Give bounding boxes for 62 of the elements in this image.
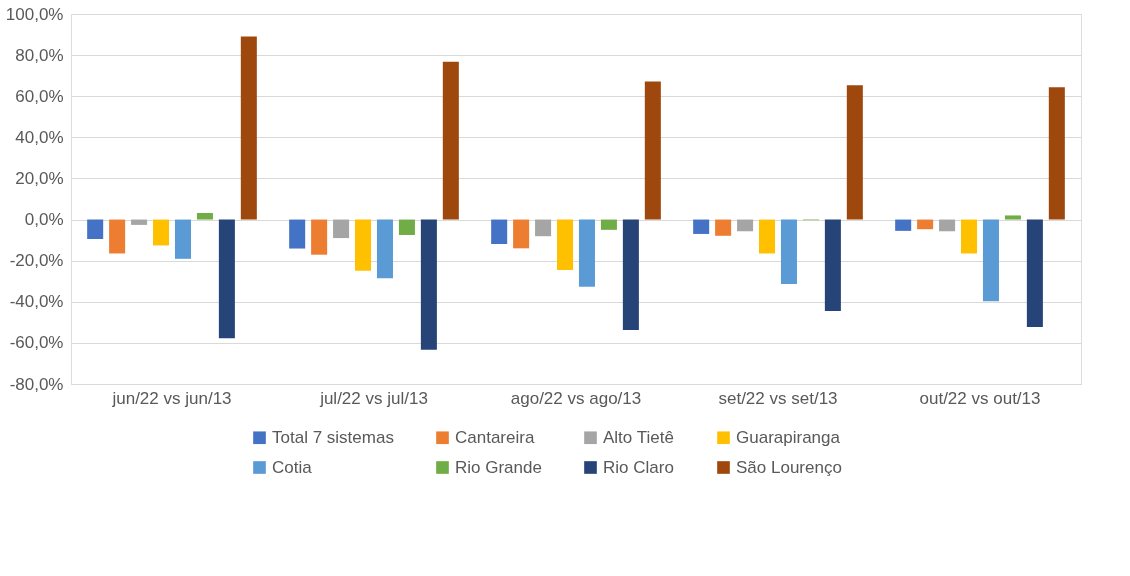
- x-tick-label: jul/22 vs jul/13: [319, 388, 428, 408]
- bar: [846, 85, 863, 220]
- y-tick-label: 100,0%: [5, 4, 64, 24]
- y-tick-label: 40,0%: [15, 127, 64, 147]
- bar: [131, 219, 148, 225]
- x-tick-label: jun/22 vs jun/13: [111, 388, 232, 408]
- bar: [622, 219, 639, 330]
- bar: [939, 219, 956, 232]
- bar: [442, 61, 459, 220]
- bar: [737, 219, 754, 232]
- legend-label: Total 7 sistemas: [272, 427, 394, 447]
- y-tick-label: -60,0%: [9, 333, 64, 353]
- bar: [333, 219, 350, 239]
- bar: [982, 219, 999, 302]
- bar: [218, 219, 235, 339]
- bar: [355, 219, 372, 271]
- legend-label: Cotia: [272, 457, 313, 477]
- legend-label: Cantareira: [455, 427, 535, 447]
- bar: [398, 219, 415, 235]
- legend-label: Guarapiranga: [736, 427, 841, 447]
- bar: [961, 219, 978, 254]
- x-tick-label: ago/22 vs ago/13: [510, 388, 642, 408]
- bar: [196, 212, 213, 220]
- bar: [1048, 87, 1065, 220]
- bar: [311, 219, 328, 255]
- bar: [376, 219, 393, 279]
- bar: [780, 219, 797, 285]
- legend-label: São Lourenço: [736, 457, 842, 477]
- y-tick-label: -40,0%: [9, 292, 64, 312]
- bar: [759, 219, 776, 254]
- bar: [109, 219, 126, 254]
- bar: [600, 219, 617, 230]
- y-tick-label: 80,0%: [15, 45, 64, 65]
- y-tick-label: 0,0%: [24, 210, 64, 230]
- legend-label: Rio Grande: [455, 457, 542, 477]
- bar: [1026, 219, 1043, 328]
- bar: [240, 36, 257, 220]
- bar: [289, 219, 306, 249]
- bar: [895, 219, 912, 231]
- bar: [693, 219, 710, 234]
- bar: [824, 219, 841, 312]
- bar: [420, 219, 437, 350]
- bar: [153, 219, 170, 246]
- y-tick-label: 60,0%: [15, 86, 64, 106]
- bar: [715, 219, 732, 236]
- x-tick-label: out/22 vs out/13: [919, 388, 1041, 408]
- bar: [513, 219, 530, 249]
- legend-label: Alto Tietê: [603, 427, 674, 447]
- y-tick-label: 20,0%: [15, 168, 64, 188]
- bar: [644, 81, 661, 220]
- bar: [578, 219, 595, 287]
- y-tick-label: -20,0%: [9, 251, 64, 271]
- legend-label: Rio Claro: [603, 457, 674, 477]
- y-tick-label: -80,0%: [9, 374, 64, 394]
- bar: [1004, 215, 1021, 220]
- bar: [535, 219, 552, 237]
- bar: [917, 219, 934, 230]
- bar: [87, 219, 104, 239]
- bar: [491, 219, 508, 245]
- x-tick-label: set/22 vs set/13: [718, 388, 838, 408]
- bar: [557, 219, 574, 271]
- bar: [174, 219, 191, 259]
